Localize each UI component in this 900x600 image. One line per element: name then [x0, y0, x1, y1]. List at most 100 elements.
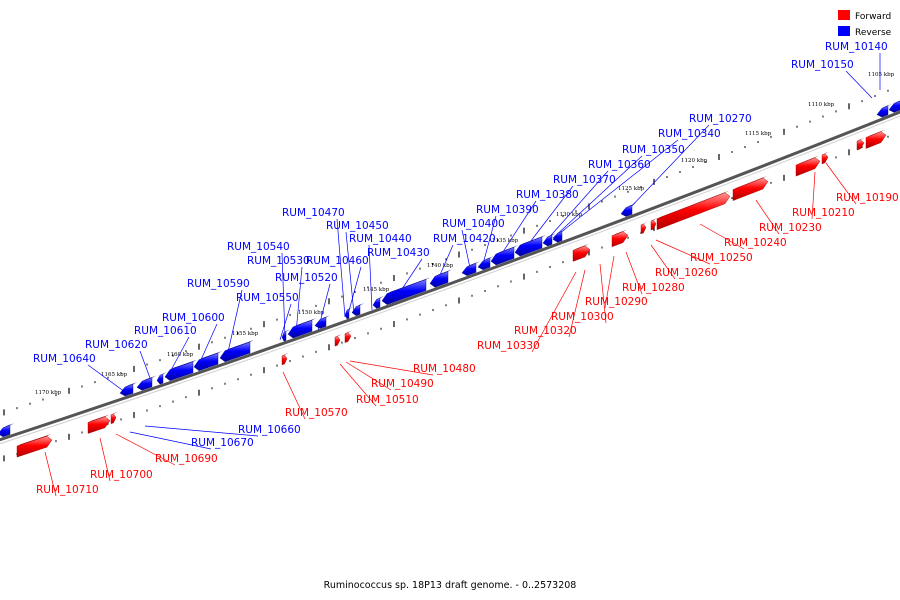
reverse-leader-line	[498, 200, 537, 259]
forward-gene-arrow	[16, 434, 53, 458]
reverse-gene-label: RUM_10590	[187, 278, 250, 290]
forward-leader-line	[282, 371, 306, 420]
forward-leader-line	[604, 255, 615, 309]
reverse-gene-label: RUM_10550	[236, 292, 299, 304]
reverse-leader-line	[545, 170, 609, 242]
forward-leader-line	[655, 239, 711, 265]
reverse-gene-arrow	[219, 340, 254, 362]
forward-gene-label: RUM_10260	[655, 267, 718, 279]
reverse-gene-label: RUM_10540	[227, 241, 290, 253]
reverse-gene-arrow	[314, 315, 330, 329]
reverse-leader-line	[144, 425, 259, 437]
reverse-leader-line	[845, 70, 873, 99]
forward-leader-line	[825, 162, 857, 205]
reverse-gene-label: RUM_10400	[442, 218, 505, 230]
forward-leader-line	[599, 263, 607, 324]
reverse-gene-label: RUM_10470	[282, 207, 345, 219]
kbp-labels: 1105 kbp 1110 kbp 1115 kbp 1120 kbp 1125 kbp…	[35, 72, 895, 396]
reverse-leader-line	[336, 218, 346, 318]
kbp-label: 1170 kbp	[35, 390, 62, 396]
forward-gene-label: RUM_10690	[155, 453, 218, 465]
reverse-gene-label: RUM_10530	[247, 255, 310, 267]
forward-gene-arrow	[334, 334, 342, 347]
reverse-gene-arrow	[281, 329, 290, 342]
forward-gene-label: RUM_10480	[413, 363, 476, 375]
kbp-label: 1150 kbp	[298, 310, 325, 316]
kbp-label: 1105 kbp	[868, 72, 895, 78]
genome-caption: Ruminococcus sp. 18P13 draft genome. - 0…	[324, 580, 577, 591]
reverse-gene-label: RUM_10340	[658, 128, 721, 140]
reverse-gene-label: RUM_10520	[275, 272, 338, 284]
reverse-leader-line	[129, 431, 212, 450]
reverse-leader-line	[626, 124, 710, 212]
reverse-leader-line	[461, 229, 471, 269]
forward-leader-line	[44, 451, 57, 497]
reverse-gene-arrow	[136, 375, 156, 391]
reverse-gene-label: RUM_10660	[238, 424, 301, 436]
reverse-leader-line	[139, 350, 151, 379]
forward-gene-arrow	[87, 414, 111, 434]
forward-gene-label: RUM_10570	[285, 407, 348, 419]
reverse-gene-arrow	[429, 269, 452, 288]
reverse-leader-line	[559, 139, 679, 234]
forward-gene-arrow	[732, 175, 769, 201]
forward-gene-label: RUM_10700	[90, 469, 153, 481]
reverse-leader-line	[552, 155, 643, 239]
reverse-gene-arrow	[0, 423, 14, 437]
forward-leader-line	[345, 361, 392, 391]
reverse-leader-line	[368, 244, 373, 311]
reverse-gene-label: RUM_10140	[825, 41, 888, 53]
forward-gene-arrow	[821, 151, 829, 165]
forward-gene-label: RUM_10330	[477, 340, 540, 352]
reverse-gene-arrow	[119, 382, 137, 397]
gene-labels: RUM_10140 RUM_10150 RUM_10270 RUM_10340 RUM_…	[33, 41, 899, 496]
forward-leader-line	[99, 437, 111, 482]
forward-leader-line	[339, 363, 377, 407]
forward-gene-label: RUM_10510	[356, 394, 419, 406]
reverse-gene-label: RUM_10390	[476, 204, 539, 216]
forward-gene-label: RUM_10490	[371, 378, 434, 390]
leader-lines	[44, 53, 881, 497]
kbp-label: 1120 kbp	[681, 158, 708, 164]
reverse-leader-line	[523, 185, 574, 251]
forward-gene-label: RUM_10710	[36, 484, 99, 496]
reverse-gene-label: RUM_10640	[33, 353, 96, 365]
forward-gene-label: RUM_10210	[792, 207, 855, 219]
forward-gene-arrow	[650, 218, 658, 231]
kbp-label: 1155 kbp	[232, 331, 259, 337]
forward-leader-line	[699, 223, 745, 250]
reverse-leader-line	[345, 231, 355, 315]
kbp-label: 1115 kbp	[745, 131, 772, 137]
reverse-gene-label: RUM_10610	[134, 325, 197, 337]
legend-reverse-label: Reverse	[855, 28, 892, 38]
forward-leader-line	[755, 199, 780, 235]
reverse-gene-label: RUM_10380	[516, 189, 579, 201]
reverse-leader-line	[279, 303, 292, 341]
gene-arrows	[0, 100, 900, 458]
legend: Forward Reverse	[838, 10, 892, 38]
reverse-gene-arrow	[552, 229, 566, 243]
reverse-gene-label: RUM_10440	[349, 233, 412, 245]
reverse-gene-arrow	[193, 351, 222, 371]
forward-gene-arrow	[611, 229, 629, 248]
kbp-label: 1160 kbp	[167, 352, 194, 358]
reverse-gene-label: RUM_10350	[622, 144, 685, 156]
reverse-gene-label: RUM_10150	[791, 59, 854, 71]
kbp-label: 1165 kbp	[101, 372, 128, 378]
reverse-gene-label: RUM_10620	[85, 339, 148, 351]
reverse-leader-line	[295, 266, 303, 334]
forward-gene-arrow	[865, 129, 887, 149]
forward-leader-line	[568, 269, 586, 338]
forward-gene-arrow	[572, 243, 591, 262]
kbp-label: 1135 kbp	[492, 238, 519, 244]
reverse-leader-line	[87, 364, 126, 393]
forward-leader-line	[625, 251, 643, 295]
reverse-leader-line	[399, 258, 423, 293]
reverse-gene-arrow	[381, 277, 430, 305]
reverse-gene-arrow	[542, 233, 556, 247]
reverse-leader-line	[281, 252, 286, 338]
reverse-gene-arrow	[344, 307, 353, 320]
reverse-gene-arrow	[156, 372, 167, 385]
kbp-label: 1125 kbp	[618, 186, 645, 192]
